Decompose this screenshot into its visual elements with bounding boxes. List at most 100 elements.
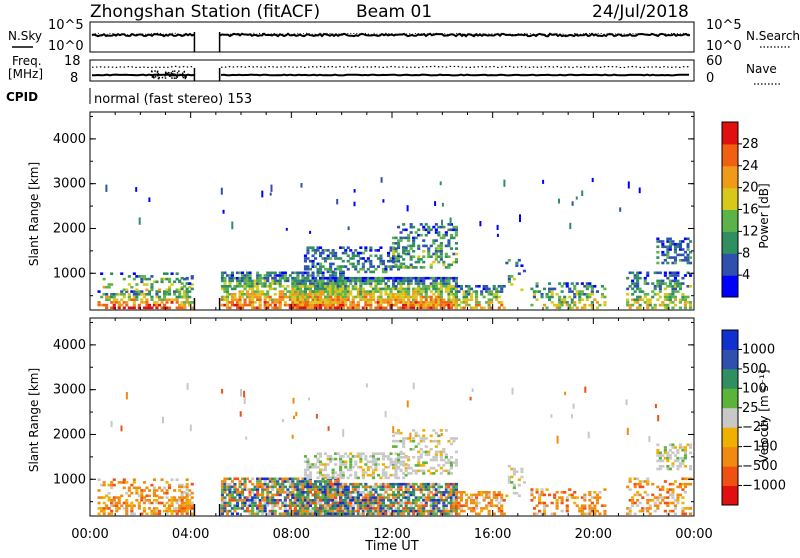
freq-point [156,70,159,73]
range-cell [500,287,504,291]
range-cell [422,450,426,454]
range-cell [147,290,151,293]
range-cell [394,242,398,245]
range-cell [407,266,411,269]
range-cell [256,276,260,280]
range-cell [356,496,360,499]
x-tick-label: 00:00 [675,527,712,542]
range-cell [585,287,589,291]
range-cell [417,507,421,510]
range-cell [500,496,504,499]
range-cell [686,248,690,251]
range-cell [638,509,642,513]
range-cell [454,507,458,510]
range-cell [354,295,358,299]
range-cell [581,190,584,197]
range-cell [407,250,411,253]
range-cell [165,272,169,275]
range-cell [243,274,247,277]
range-cell [349,507,353,510]
range-cell [392,293,396,296]
range-cell [361,485,365,489]
range-cell [462,306,466,310]
range-cell [110,283,114,286]
range-cell [419,507,423,510]
freq-point [160,74,162,76]
range-cell [374,499,378,502]
range-cell [666,276,670,280]
range-cell [251,282,255,285]
range-cell [273,298,277,301]
range-cell [306,499,310,502]
range-cell [241,285,245,288]
range-cell [532,512,536,516]
range-cell [258,298,262,301]
range-cell [593,285,597,288]
range-cell [248,496,252,499]
range-cell [165,512,169,516]
range-cell [359,257,363,260]
range-cell [336,482,340,486]
range-cell [183,496,187,499]
range-cell [314,499,318,502]
range-cell [296,482,300,486]
range-cell [220,501,224,505]
range-cell [402,287,406,291]
range-cell [331,303,335,307]
range-cell [296,493,300,497]
range-cell [565,282,569,285]
range-cell [256,485,260,489]
range-cell [251,491,255,494]
range-cell [336,199,339,205]
range-cell [447,282,451,285]
range-cell [105,306,109,310]
range-cell [407,244,411,248]
range-cell [271,509,275,513]
colorbar-swatch [722,187,738,210]
range-cell [636,491,640,494]
range-cell [120,425,123,432]
range-cell [336,282,340,285]
range-cell [381,267,385,271]
range-cell [641,485,645,489]
range-cell [293,415,295,419]
range-cell [681,259,685,262]
range-cell [437,276,441,280]
range-cell [339,457,343,461]
range-cell [369,301,373,304]
range-cell [676,271,680,275]
range-cell [374,285,378,288]
range-cell [132,306,136,310]
range-cell [570,306,574,310]
range-cell [361,290,365,293]
range-cell [256,282,260,285]
range-cell [565,499,569,502]
range-cell [492,295,496,299]
range-cell [374,485,378,489]
range-cell [422,260,426,264]
range-cell [324,290,328,293]
range-cell [303,257,307,260]
range-cell [558,303,562,307]
range-cell [140,499,144,502]
range-cell [387,488,391,491]
range-cell [678,259,682,262]
range-cell [155,489,159,492]
range-cell [321,504,325,507]
range-cell [273,499,277,502]
range-cell [336,290,340,293]
range-cell [339,460,343,464]
range-cell [379,259,383,263]
range-cell [303,455,307,458]
range-cell [417,509,421,513]
range-cell [353,201,356,207]
range-cell [681,253,685,257]
range-cell [278,488,282,491]
range-cell [434,255,438,258]
range-cell [636,274,640,277]
range-cell [364,455,368,458]
range-cell [434,228,438,232]
range-cell [351,276,355,280]
range-cell [568,295,572,299]
